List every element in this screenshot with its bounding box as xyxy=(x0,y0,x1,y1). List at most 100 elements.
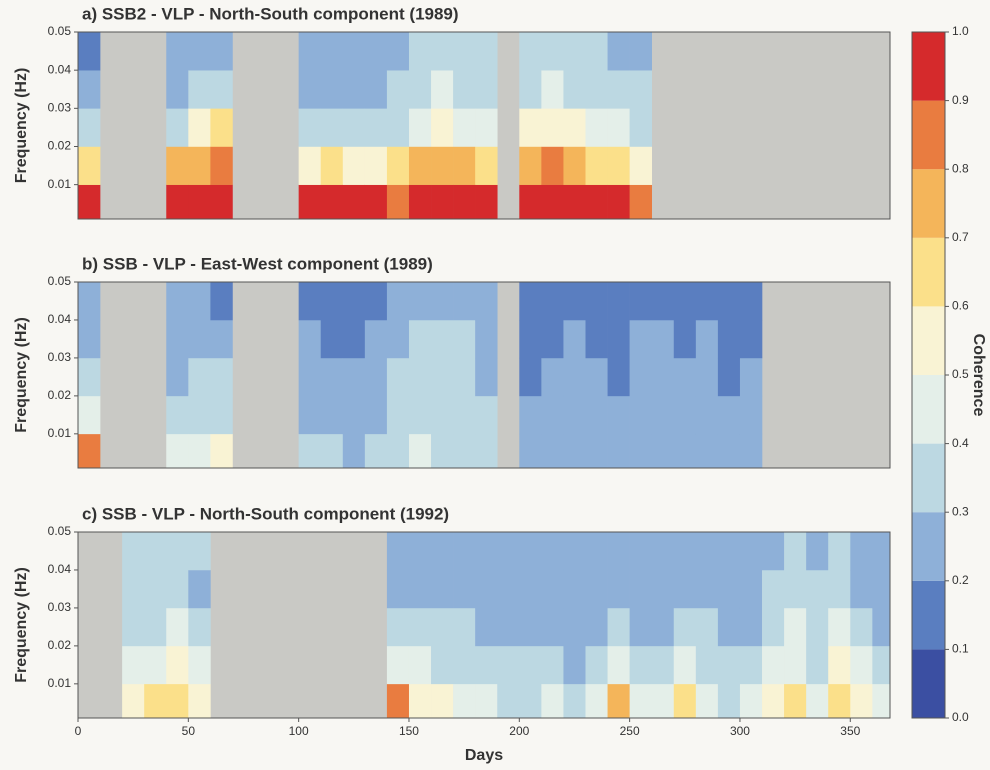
heatmap-cell xyxy=(78,108,101,147)
heatmap-cell xyxy=(166,395,189,435)
colorbar-tick-label: 0.9 xyxy=(952,93,969,107)
heatmap-cell xyxy=(320,70,344,109)
y-tick-label: 0.05 xyxy=(48,274,72,288)
heatmap-cell xyxy=(717,433,741,468)
heatmap-cell xyxy=(739,683,763,718)
heatmap-cell xyxy=(585,184,608,219)
heatmap-cell xyxy=(78,70,101,109)
heatmap-cell xyxy=(298,70,322,109)
heatmap-cell xyxy=(519,569,542,609)
heatmap-cell xyxy=(166,683,189,718)
heatmap-cell xyxy=(541,32,564,71)
colorbar-swatch xyxy=(912,512,945,581)
heatmap-cell xyxy=(408,184,432,219)
heatmap-cell xyxy=(453,433,476,468)
heatmap-cell xyxy=(739,319,763,359)
y-tick-label: 0.04 xyxy=(48,562,72,576)
heatmap-cell xyxy=(166,146,189,185)
heatmap-cell xyxy=(541,532,564,571)
heatmap-cell xyxy=(717,357,741,397)
heatmap-cell xyxy=(739,282,763,321)
heatmap-cell xyxy=(673,645,697,685)
heatmap-cell xyxy=(673,532,697,571)
colorbar-tick-label: 0.5 xyxy=(952,367,969,381)
heatmap-cell xyxy=(210,357,233,397)
heatmap-cell xyxy=(210,433,233,468)
heatmap-cell xyxy=(386,395,410,435)
heatmap-cell xyxy=(541,607,564,647)
heatmap-cell xyxy=(585,108,608,147)
heatmap-cell xyxy=(188,282,211,321)
colorbar-tick-label: 0.6 xyxy=(952,299,969,313)
heatmap-cell xyxy=(475,683,498,718)
colorbar-swatch xyxy=(912,443,945,513)
heatmap-cell xyxy=(298,184,322,219)
heatmap-cell xyxy=(739,569,763,609)
heatmap-cell xyxy=(695,683,719,718)
heatmap-cell xyxy=(563,395,586,435)
heatmap-cell xyxy=(828,569,851,609)
heatmap-cell xyxy=(695,357,719,397)
heatmap-cell xyxy=(320,319,344,359)
heatmap-cell xyxy=(717,395,741,435)
heatmap-cell xyxy=(541,683,564,718)
heatmap-cell xyxy=(541,146,564,185)
heatmap-cell xyxy=(431,70,454,109)
x-tick-label: 250 xyxy=(620,724,640,738)
heatmap-cell xyxy=(188,146,211,185)
colorbar-tick-label: 0.7 xyxy=(952,230,969,244)
y-tick-label: 0.02 xyxy=(48,638,72,652)
heatmap-cell xyxy=(475,184,498,219)
heatmap-cell xyxy=(188,433,211,468)
heatmap-cell xyxy=(651,607,675,647)
heatmap-cell xyxy=(563,645,586,685)
heatmap-cell xyxy=(122,569,145,609)
heatmap-cell xyxy=(541,184,564,219)
heatmap-cell xyxy=(563,184,586,219)
y-tick-label: 0.04 xyxy=(48,62,72,76)
heatmap-cell xyxy=(519,319,542,359)
heatmap-cell xyxy=(541,645,564,685)
heatmap-cell xyxy=(431,146,454,185)
heatmap-cell xyxy=(453,569,476,609)
heatmap-cell xyxy=(364,108,388,147)
heatmap-cell xyxy=(386,569,410,609)
y-axis-label: Frequency (Hz) xyxy=(13,567,30,683)
heatmap-cell xyxy=(298,357,322,397)
heatmap-cell xyxy=(806,569,829,609)
heatmap-cell xyxy=(431,645,454,685)
heatmap-cell xyxy=(386,683,410,718)
heatmap-cell xyxy=(695,282,719,321)
heatmap-cell xyxy=(629,70,652,109)
heatmap-cells xyxy=(78,282,763,468)
colorbar-swatch xyxy=(912,237,945,307)
heatmap-cell xyxy=(475,146,498,185)
heatmap-cell xyxy=(210,146,233,185)
heatmap-cell xyxy=(453,319,476,359)
heatmap-cell xyxy=(298,395,322,435)
heatmap-cell xyxy=(519,532,542,571)
panel-title: b) SSB - VLP - East-West component (1989… xyxy=(82,254,433,273)
heatmap-cell xyxy=(386,607,410,647)
heatmap-cell xyxy=(78,146,101,185)
heatmap-cell xyxy=(607,569,630,609)
heatmap-cell xyxy=(342,357,366,397)
heatmap-cell xyxy=(651,433,675,468)
heatmap-cell xyxy=(607,433,630,468)
heatmap-cell xyxy=(320,282,344,321)
y-tick-label: 0.05 xyxy=(48,24,72,38)
heatmap-cell xyxy=(210,108,233,147)
heatmap-cell xyxy=(475,395,498,435)
heatmap-cell xyxy=(762,569,785,609)
heatmap-cell xyxy=(607,395,630,435)
heatmap-cell xyxy=(806,645,829,685)
heatmap-cell xyxy=(342,146,366,185)
heatmap-cell xyxy=(607,70,630,109)
heatmap-cell xyxy=(695,645,719,685)
heatmap-cell xyxy=(453,395,476,435)
heatmap-cell xyxy=(475,433,498,468)
heatmap-cell xyxy=(386,32,410,71)
heatmap-cell xyxy=(806,607,829,647)
x-axis-label: Days xyxy=(465,747,503,764)
heatmap-cell xyxy=(695,319,719,359)
